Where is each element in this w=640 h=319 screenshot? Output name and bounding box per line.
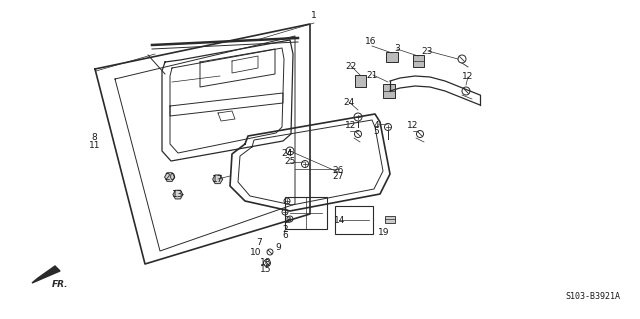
Text: 23: 23 [422, 47, 433, 56]
Text: 20: 20 [164, 173, 175, 182]
Text: 9: 9 [276, 243, 281, 252]
Text: 2: 2 [282, 225, 287, 234]
Polygon shape [32, 266, 60, 283]
Text: 24: 24 [343, 98, 355, 107]
Bar [385, 216, 395, 222]
Text: 26: 26 [332, 166, 344, 174]
Bar [285, 197, 327, 229]
Text: 12: 12 [345, 121, 356, 130]
Text: 19: 19 [378, 228, 390, 237]
Polygon shape [173, 190, 183, 199]
Text: 2: 2 [284, 216, 289, 225]
Text: 22: 22 [345, 63, 356, 71]
Text: 11: 11 [89, 141, 100, 150]
Text: 12: 12 [461, 72, 473, 81]
Text: 4: 4 [374, 121, 379, 130]
Text: FR.: FR. [52, 280, 68, 289]
Bar [386, 52, 398, 62]
Text: 8: 8 [92, 133, 97, 142]
Text: 16: 16 [365, 37, 377, 46]
Polygon shape [164, 173, 175, 182]
Text: 6: 6 [282, 231, 287, 240]
Text: 24: 24 [281, 149, 292, 158]
Text: 13: 13 [172, 190, 184, 199]
Text: 21: 21 [367, 71, 378, 80]
Text: 3: 3 [394, 44, 399, 53]
Text: 12: 12 [407, 121, 419, 130]
Text: 15: 15 [260, 265, 271, 274]
Bar [335, 206, 373, 234]
Bar [355, 75, 366, 87]
Text: 7: 7 [257, 238, 262, 247]
Text: 14: 14 [333, 216, 345, 225]
Text: 18: 18 [260, 258, 271, 267]
Polygon shape [212, 175, 223, 184]
Text: 25: 25 [284, 157, 296, 166]
Text: 10: 10 [250, 248, 262, 256]
Text: 27: 27 [332, 172, 344, 181]
Text: 17: 17 [212, 175, 223, 184]
Text: S103-B3921A: S103-B3921A [565, 292, 620, 301]
Text: 5: 5 [374, 127, 379, 136]
Text: 1: 1 [311, 11, 316, 20]
Bar [383, 84, 395, 98]
Bar [413, 55, 424, 67]
